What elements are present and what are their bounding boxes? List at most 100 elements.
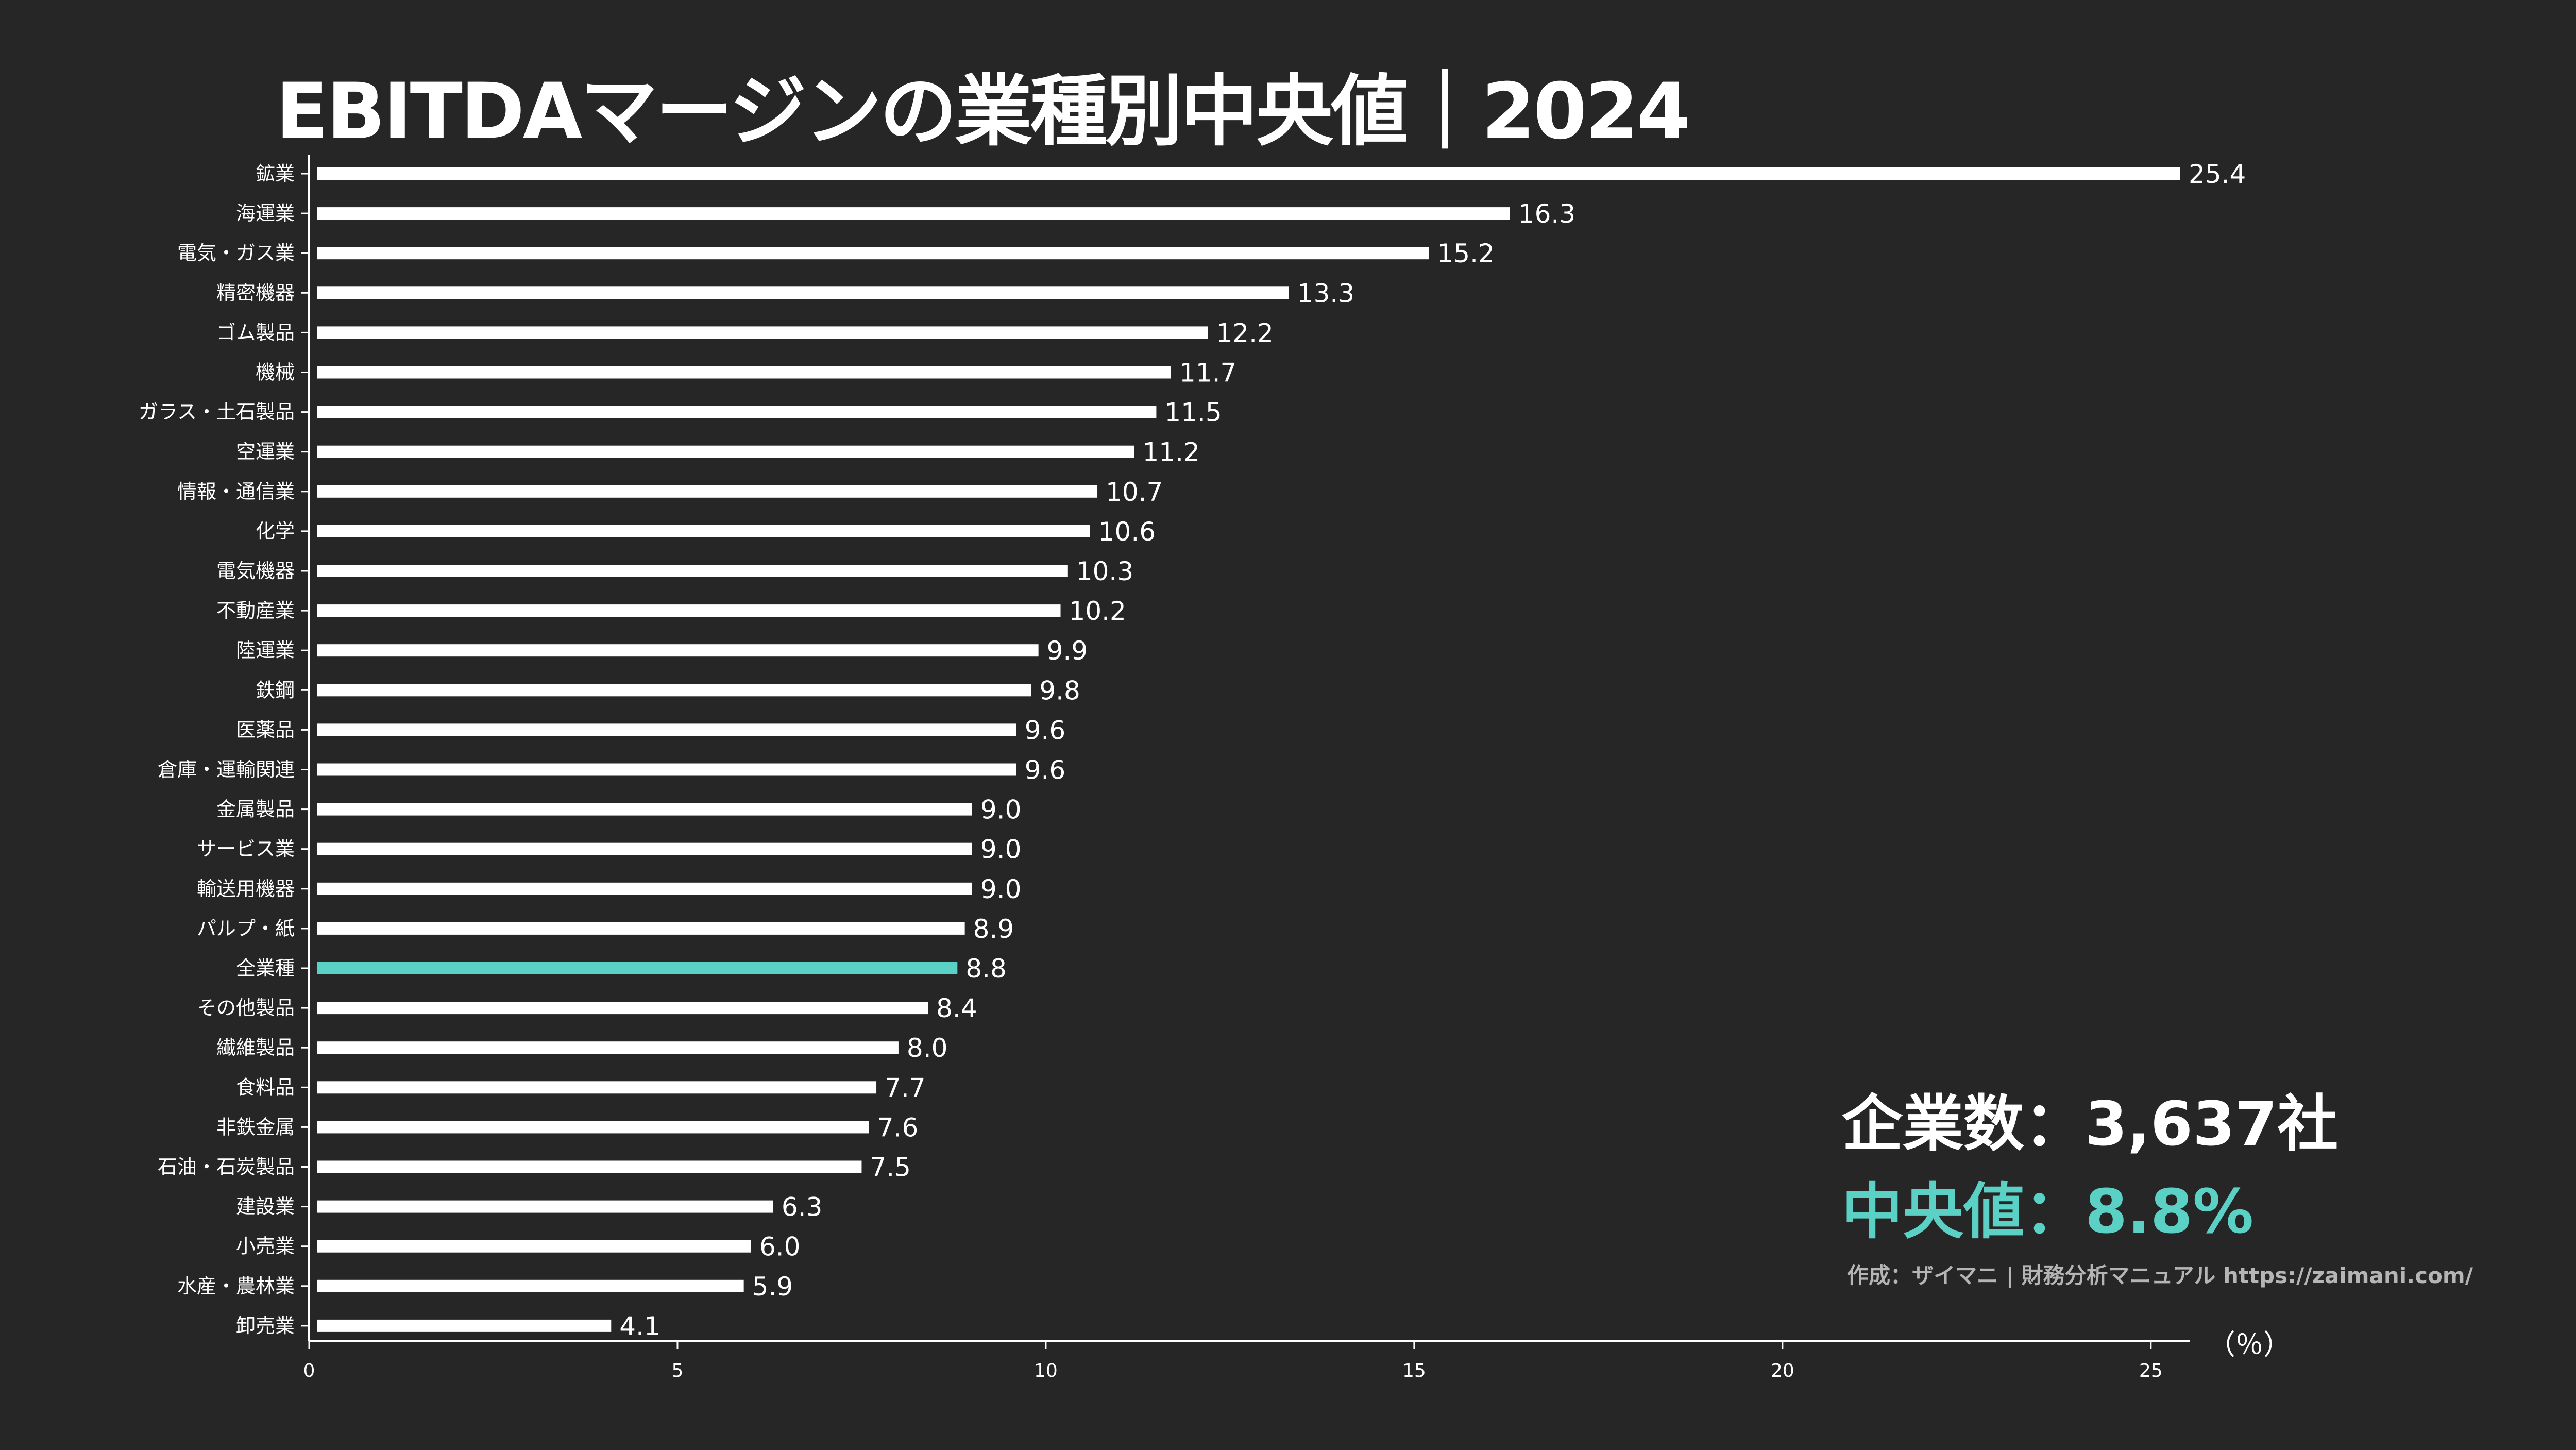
bar (317, 565, 1068, 577)
bar (317, 1041, 899, 1054)
category-label: 非鉄金属 (216, 1116, 295, 1138)
value-labels: 25.4 16.3 15.2 13.3 12.2 11.7 11.5 11.2 10.7 10.6… (619, 159, 2246, 1341)
category-label: 精密機器 (216, 281, 295, 304)
data-label: 9.6 (1025, 715, 1066, 745)
x-tick-label: 25 (2139, 1360, 2163, 1381)
data-label: 9.6 (1025, 755, 1066, 785)
category-label: 陸運業 (236, 639, 295, 662)
bar (317, 167, 2180, 180)
bar (317, 1240, 751, 1253)
category-label: 電気機器 (216, 560, 295, 582)
bar (317, 803, 972, 816)
bar (317, 922, 965, 935)
category-label: 機械 (256, 361, 295, 384)
bar (317, 1279, 744, 1292)
bar (317, 604, 1061, 617)
data-label: 6.0 (759, 1232, 801, 1262)
data-label: 11.7 (1179, 358, 1236, 388)
chart-title: EBITDAマージンの業種別中央値｜2024 (276, 67, 1690, 157)
data-label: 8.9 (973, 914, 1014, 944)
data-label: 5.9 (752, 1272, 793, 1302)
category-label: 海運業 (236, 202, 295, 225)
data-label: 9.0 (980, 835, 1022, 865)
data-label: 10.7 (1106, 477, 1163, 507)
credit-text: 作成：ザイマニ | 財務分析マニュアル https://zaimani.com/ (1847, 1263, 2473, 1288)
bars (317, 167, 2180, 1332)
category-label: 化学 (256, 520, 295, 543)
data-label: 25.4 (2189, 159, 2246, 189)
bar (317, 644, 1039, 657)
x-tick-label: 15 (1402, 1360, 1426, 1381)
category-label: その他製品 (197, 997, 295, 1019)
category-label: 鉱業 (256, 162, 295, 185)
data-label: 4.1 (619, 1311, 660, 1341)
category-label: 輸送用機器 (197, 878, 295, 900)
category-label: 倉庫・運輸関連 (158, 758, 295, 781)
data-label: 9.9 (1047, 636, 1088, 666)
bar (317, 247, 1429, 260)
category-label: 情報・通信業 (177, 480, 295, 503)
data-label: 9.0 (980, 874, 1022, 904)
x-ticks: 0 5 10 15 20 25 (303, 1341, 2163, 1381)
category-label: 電気・ガス業 (177, 242, 295, 264)
category-label: 鉄鋼 (256, 679, 295, 701)
company-count-label: 企業数：3,637社 (1842, 1088, 2338, 1159)
x-tick-label: 0 (303, 1360, 315, 1381)
x-axis-unit-label: （％） (2208, 1328, 2291, 1361)
category-label: 医薬品 (236, 718, 295, 741)
data-label: 8.0 (907, 1033, 948, 1063)
bar (317, 326, 1208, 339)
bar (317, 1160, 862, 1173)
data-label: 15.2 (1437, 239, 1494, 268)
median-label: 中央値：8.8% (1842, 1176, 2254, 1247)
bar (317, 763, 1016, 776)
category-label: 建設業 (236, 1195, 295, 1218)
data-label: 7.7 (885, 1073, 926, 1103)
category-label: 石油・石炭製品 (158, 1156, 295, 1178)
data-label: 7.5 (870, 1153, 911, 1183)
data-label: 10.3 (1076, 557, 1133, 586)
category-label: 卸売業 (236, 1314, 295, 1337)
bar (317, 485, 1098, 498)
data-label: 6.3 (782, 1192, 823, 1222)
data-label: 8.8 (965, 954, 1007, 984)
category-label: 水産・農林業 (177, 1275, 295, 1297)
data-label: 13.3 (1297, 278, 1354, 308)
bar (317, 207, 1510, 220)
bar (317, 286, 1289, 299)
data-label: 11.2 (1143, 437, 1200, 467)
category-label: 食料品 (236, 1076, 295, 1099)
data-label: 16.3 (1518, 199, 1575, 229)
category-label: 小売業 (236, 1235, 295, 1258)
data-label: 8.4 (936, 993, 977, 1023)
data-label: 11.5 (1164, 398, 1222, 428)
data-label: 10.2 (1069, 596, 1126, 626)
bar (317, 406, 1157, 418)
data-label: 10.6 (1098, 517, 1156, 547)
category-label: ガラス・土石製品 (139, 401, 295, 424)
data-label: 7.6 (877, 1112, 919, 1142)
x-tick-label: 10 (1034, 1360, 1058, 1381)
category-label: 空運業 (236, 441, 295, 463)
category-label: サービス業 (197, 838, 295, 861)
bar (317, 445, 1134, 458)
bar (317, 842, 972, 855)
bar (317, 1200, 773, 1213)
bar (317, 525, 1090, 537)
bar (317, 684, 1031, 697)
data-label: 9.8 (1039, 676, 1080, 705)
bar (317, 723, 1016, 736)
data-label: 12.2 (1216, 318, 1274, 348)
axes (308, 155, 2190, 1342)
category-label: 全業種 (236, 957, 295, 980)
bar (317, 1002, 928, 1015)
bar (317, 1081, 877, 1094)
category-label: ゴム製品 (216, 321, 295, 344)
category-label: 金属製品 (216, 798, 295, 821)
bar (317, 1319, 612, 1332)
bar (317, 366, 1172, 379)
x-tick-label: 20 (1771, 1360, 1794, 1381)
category-labels: 鉱業海運業電気・ガス業精密機器ゴム製品機械ガラス・土石製品空運業情報・通信業化学… (139, 162, 309, 1337)
